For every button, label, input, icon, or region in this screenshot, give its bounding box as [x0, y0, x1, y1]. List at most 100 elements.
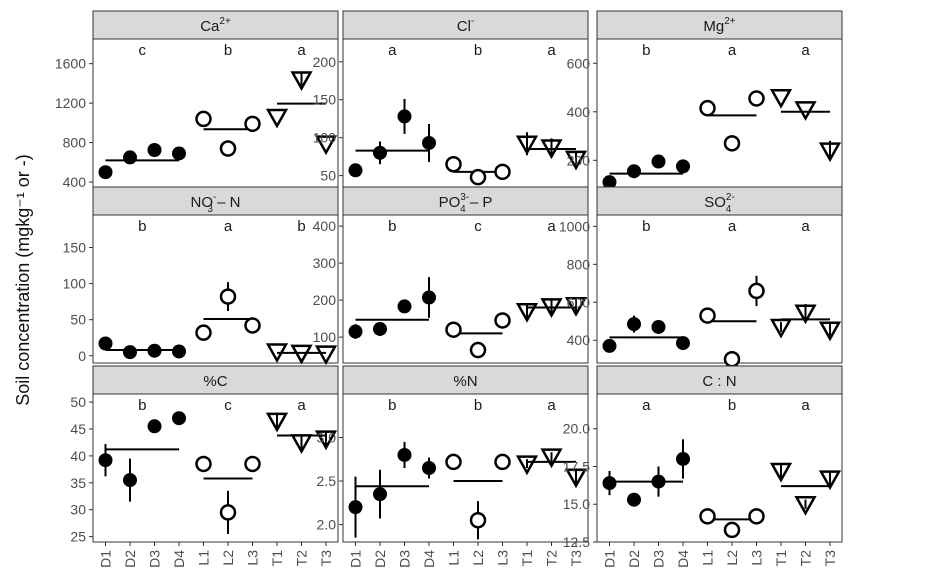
y-tick-label: 30 [70, 502, 86, 518]
y-axis-title: Soil concentration (mgkg⁻¹ or -) [13, 154, 33, 406]
x-tick-label: L2 [724, 550, 740, 566]
strip-tail: – P [466, 194, 493, 211]
point-D2 [123, 473, 137, 488]
y-tick-label: 100 [313, 329, 337, 345]
significance-letter: b [224, 42, 232, 59]
point-L3 [748, 90, 765, 107]
point-D2 [373, 487, 387, 502]
x-tick-label: T3 [568, 550, 584, 567]
point-T1 [769, 318, 793, 339]
point-T3 [314, 135, 338, 156]
significance-letter: c [474, 218, 482, 235]
significance-letter: a [728, 218, 737, 235]
y-tick-label: 1200 [55, 95, 86, 111]
point-D2 [627, 164, 641, 179]
strip-base: Mg [703, 18, 724, 35]
x-tick-label: T1 [269, 550, 285, 567]
point-D1 [602, 476, 617, 491]
point-D1 [348, 163, 363, 178]
point-D3 [397, 299, 412, 314]
significance-letter: a [547, 42, 556, 59]
point-L2 [469, 511, 487, 529]
point-T3 [314, 345, 338, 366]
point-D2 [373, 321, 387, 336]
significance-letter: a [642, 397, 651, 414]
strip-background [596, 186, 843, 216]
y-tick-label: 400 [313, 218, 337, 234]
point-D4 [172, 411, 186, 426]
point-L3 [494, 312, 511, 329]
point-D4 [676, 451, 690, 466]
point-L2 [219, 288, 237, 305]
y-tick-label: 1600 [55, 56, 86, 72]
point-D3 [147, 343, 162, 358]
y-tick-label: 50 [320, 168, 336, 184]
y-tick-label: 45 [70, 421, 86, 437]
x-tick-label: D2 [372, 550, 388, 568]
y-tick-label: 100 [313, 130, 337, 146]
significance-letter: b [642, 42, 650, 59]
x-tick-label: T2 [294, 550, 310, 567]
strip-label: SO2-4 [704, 192, 735, 215]
strip-base: SO [704, 194, 726, 211]
panel-Ca: Ca2+ 400 800 1200 1600 c b a [55, 10, 339, 190]
point-L1 [195, 455, 212, 473]
x-tick-label: D1 [98, 550, 114, 568]
point-L1 [445, 155, 462, 173]
point-L1 [445, 321, 462, 338]
significance-letter: a [297, 42, 306, 59]
x-tick-label: L2 [470, 550, 486, 566]
point-D4 [422, 135, 436, 150]
significance-letter: a [388, 42, 397, 59]
y-tick-label: 600 [567, 55, 591, 71]
x-tick-label: L2 [220, 550, 236, 566]
point-T1 [769, 88, 793, 109]
strip-label: Cl- [457, 16, 475, 35]
x-tick-label: T1 [773, 550, 789, 567]
point-D4 [172, 146, 186, 161]
strip-base: C : N [702, 373, 736, 390]
point-L3 [494, 453, 511, 471]
point-L1 [699, 508, 716, 525]
point-L2 [219, 140, 237, 157]
x-tick-label: D4 [675, 550, 691, 568]
x-tick-label: L3 [245, 550, 261, 566]
x-tick-label: D1 [348, 550, 364, 568]
significance-letter: b [642, 218, 650, 235]
point-L1 [195, 110, 212, 128]
point-D2 [123, 345, 137, 360]
point-L3 [748, 508, 765, 525]
point-D4 [172, 344, 186, 359]
point-D2 [627, 492, 641, 507]
point-L3 [244, 115, 261, 133]
point-D3 [651, 319, 666, 334]
y-tick-label: 12.5 [563, 534, 590, 550]
y-tick-label: 50 [70, 394, 86, 410]
strip-background [342, 365, 589, 395]
strip-label: Ca2+ [200, 16, 231, 35]
y-tick-label: 25 [70, 529, 86, 545]
point-D3 [147, 143, 162, 157]
significance-letter: c [139, 42, 147, 59]
strip-subscript: 4 [726, 204, 732, 215]
y-tick-label: 17.5 [563, 458, 590, 474]
strip-base: Cl [457, 18, 471, 35]
point-T2 [540, 448, 563, 469]
strip-background [92, 186, 339, 216]
strip-base: Ca [200, 18, 220, 35]
panel-PO4: PO3-4 – P 100 200 300 400 b c a [313, 186, 589, 364]
y-tick-label: 400 [63, 174, 87, 190]
strip-background [342, 10, 589, 40]
y-tick-label: 100 [63, 276, 87, 292]
plot-area [342, 214, 589, 364]
y-tick-label: 800 [63, 135, 87, 151]
y-tick-label: 200 [313, 54, 337, 70]
significance-letter: a [801, 218, 810, 235]
strip-superscript: 3- [460, 192, 469, 203]
strip-background [92, 10, 339, 40]
point-L2 [723, 521, 741, 539]
point-D1 [602, 175, 617, 190]
x-tick-label: L1 [446, 550, 462, 566]
strip-background [596, 10, 843, 40]
